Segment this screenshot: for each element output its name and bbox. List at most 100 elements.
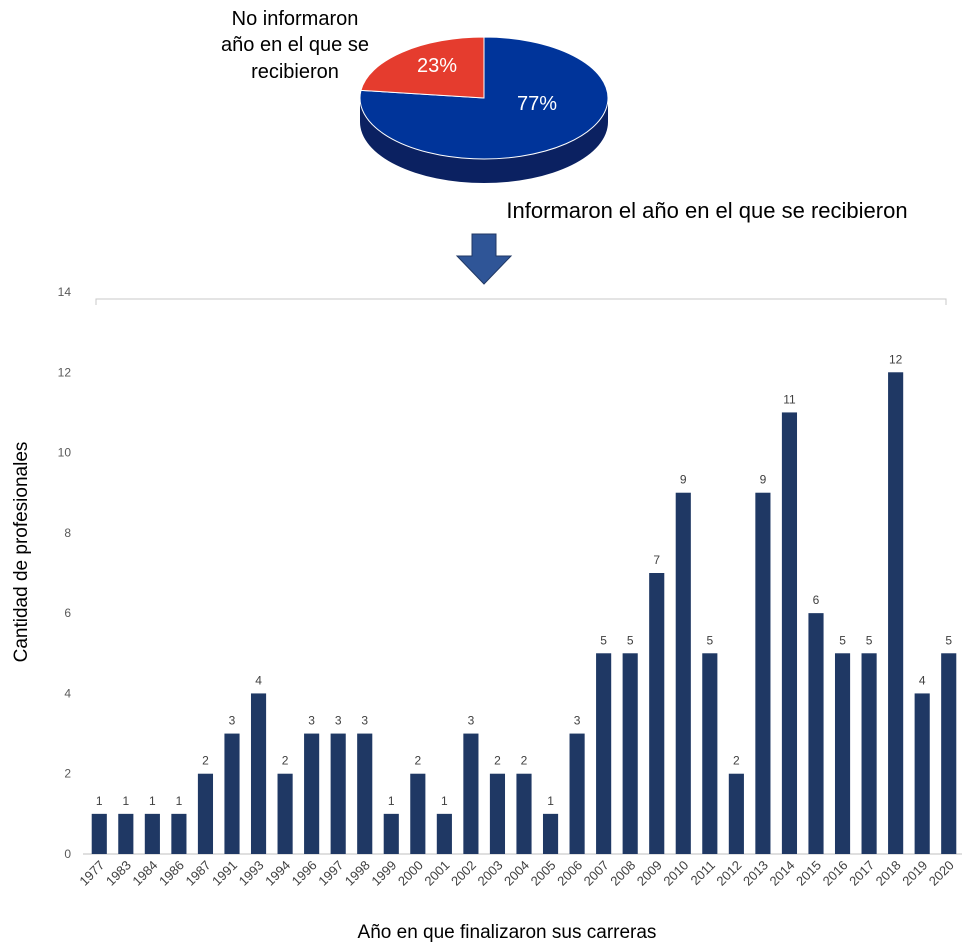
y-tick-label: 2 (64, 767, 71, 781)
bar-1986 (171, 813, 187, 854)
bar-1977 (91, 813, 107, 854)
pie-caption: Informaron el año en el que se recibiero… (506, 198, 907, 223)
bar-2019 (914, 693, 930, 854)
bar-2006 (569, 733, 585, 854)
x-tick-label-2006: 2006 (554, 858, 585, 889)
bar-2001 (436, 813, 452, 854)
bar-1987 (197, 773, 214, 854)
x-tick-label-1998: 1998 (342, 858, 373, 889)
x-tick-label-1987: 1987 (183, 858, 214, 889)
data-label-2015: 6 (813, 593, 820, 607)
x-tick-label-1983: 1983 (103, 858, 134, 889)
y-axis-ticks: 0 2 4 6 8 10 12 14 (58, 285, 72, 861)
x-tick-label-1994: 1994 (262, 858, 293, 889)
data-label-1977: 1 (96, 794, 103, 808)
y-tick-label: 12 (58, 365, 72, 379)
bar-2009 (649, 573, 665, 854)
bar-2015 (808, 613, 824, 854)
bar-2011 (702, 653, 718, 854)
bar-2017 (861, 653, 877, 854)
bar-1994 (277, 773, 293, 854)
bar-1999 (383, 813, 399, 854)
bar-2008 (622, 653, 638, 854)
y-tick-label: 0 (64, 847, 71, 861)
pie-slice-not-informed (360, 36, 485, 99)
data-label-1996: 3 (308, 714, 315, 728)
pie-slice-informed-label: 77% (517, 93, 557, 115)
bar-1984 (144, 813, 160, 854)
bar-1983 (118, 813, 134, 854)
bar-2014 (781, 412, 798, 854)
data-label-2012: 2 (733, 754, 740, 768)
y-tick-label: 14 (58, 285, 72, 299)
data-label-1984: 1 (149, 794, 156, 808)
y-axis-title: Cantidad de profesionales (11, 442, 32, 663)
x-tick-label-2000: 2000 (395, 858, 426, 889)
x-tick-label-2016: 2016 (820, 858, 851, 889)
data-label-1986: 1 (176, 794, 183, 808)
bar-2007 (596, 653, 612, 854)
x-tick-label-2020: 2020 (926, 858, 957, 889)
pie-annotation-line-2: año en el que se (221, 34, 369, 56)
bar-1996 (304, 733, 320, 854)
bar-2013 (755, 492, 771, 854)
y-tick-label: 10 (58, 446, 72, 460)
y-tick-label: 8 (64, 526, 71, 540)
x-tick-label-1999: 1999 (368, 858, 399, 889)
x-tick-label-1997: 1997 (315, 858, 346, 889)
x-tick-label-1986: 1986 (156, 858, 187, 889)
down-arrow-icon (455, 233, 513, 285)
x-tick-label-2007: 2007 (581, 858, 612, 889)
x-tick-label-2009: 2009 (634, 858, 665, 889)
x-axis-title: Año en que finalizaron sus carreras (358, 922, 657, 943)
data-label-2011: 5 (706, 633, 713, 647)
data-label-1998: 3 (361, 714, 368, 728)
pie-side-wall (360, 98, 608, 183)
x-tick-label-2003: 2003 (475, 858, 506, 889)
bar-2016 (834, 653, 851, 854)
data-label-2002: 3 (468, 714, 475, 728)
data-label-2010: 9 (680, 473, 687, 487)
data-label-2018: 12 (889, 352, 903, 366)
bar-2004 (516, 773, 532, 854)
x-tick-label-1984: 1984 (129, 858, 160, 889)
data-label-2004: 2 (521, 754, 528, 768)
bar-2003 (489, 773, 506, 854)
bar-2000 (410, 773, 426, 854)
bar-2018 (888, 372, 904, 854)
data-label-1997: 3 (335, 714, 342, 728)
x-tick-label-2011: 2011 (688, 858, 718, 888)
x-tick-label-1993: 1993 (236, 858, 267, 889)
pie-slice-not-informed-label: 23% (417, 55, 457, 77)
y-tick-label: 4 (64, 686, 71, 700)
bars (91, 372, 957, 854)
bar-1993 (250, 693, 267, 854)
data-label-2019: 4 (919, 673, 926, 687)
data-label-2005: 1 (547, 794, 554, 808)
x-tick-label-2013: 2013 (740, 858, 771, 889)
data-label-1994: 2 (282, 754, 289, 768)
data-label-2020: 5 (945, 633, 952, 647)
data-label-2003: 2 (494, 754, 501, 768)
plot-frame (95, 298, 947, 305)
bar-2002 (463, 733, 479, 854)
x-tick-label-2005: 2005 (528, 858, 559, 889)
y-tick-label: 6 (64, 606, 71, 620)
bar-2005 (542, 813, 559, 854)
data-label-2014: 11 (783, 392, 796, 406)
data-label-2016: 5 (839, 633, 846, 647)
x-tick-label-2010: 2010 (660, 858, 691, 889)
bar-2020 (941, 653, 957, 854)
data-label-2013: 9 (760, 473, 767, 487)
x-tick-label-1996: 1996 (289, 858, 320, 889)
data-label-1983: 1 (122, 794, 129, 808)
x-tick-label-2008: 2008 (607, 858, 638, 889)
bar-1997 (330, 733, 346, 854)
bar-1998 (357, 733, 373, 854)
x-tick-label-2002: 2002 (448, 858, 479, 889)
x-axis-ticks: 1977198319841986198719911993199419961997… (76, 858, 957, 889)
data-label-2001: 1 (441, 794, 448, 808)
data-label-1999: 1 (388, 794, 395, 808)
